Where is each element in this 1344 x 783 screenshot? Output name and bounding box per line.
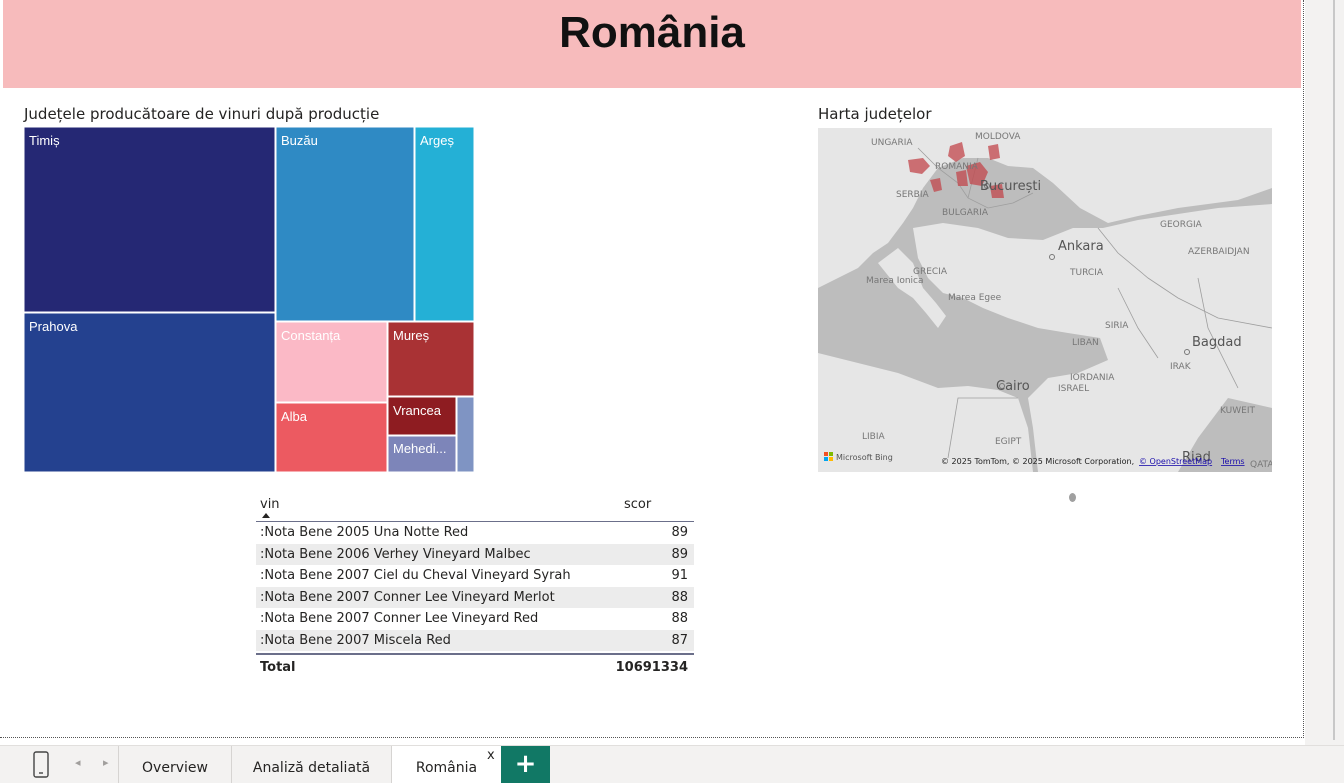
cell-scor: 91 [671, 568, 688, 583]
map-pagination-dot[interactable] [1069, 493, 1076, 502]
cell-vin: :Nota Bene 2007 Conner Lee Vineyard Red [260, 611, 539, 626]
tab-romania[interactable]: România [391, 746, 501, 783]
page-header: România [3, 0, 1301, 88]
cell-scor: 88 [671, 611, 688, 626]
cell-vin: :Nota Bene 2007 Miscela Red [260, 632, 451, 648]
tile-label-mehedinti: Mehedi... [393, 441, 446, 456]
map-label-azerbaidjan: AZERBAIDJAN [1188, 247, 1250, 257]
treemap-chart[interactable]: Timiș Prahova Buzău Argeș Constanța Mure… [24, 127, 474, 472]
map-label-irak: IRAK [1170, 362, 1192, 372]
tile-prahova[interactable] [24, 312, 276, 472]
map-label-kuweit: KUWEIT [1220, 406, 1255, 416]
right-gutter [1305, 0, 1344, 745]
map-title: Harta județelor [818, 105, 932, 123]
total-value: 10691334 [615, 660, 688, 675]
table-row[interactable]: :Nota Bene 2007 Conner Lee Vineyard Red 8… [256, 608, 694, 630]
page-title: România [559, 8, 745, 57]
tile-vrancea[interactable] [387, 396, 457, 436]
cell-scor: 89 [671, 525, 688, 540]
osm-link[interactable]: © OpenStreetMap [1139, 457, 1212, 466]
tile-arges[interactable] [414, 127, 474, 322]
add-page-button[interactable]: + [501, 746, 550, 783]
map-copyright: © 2025 TomTom, © 2025 Microsoft Corporat… [941, 457, 1134, 466]
tile-constanta[interactable] [275, 321, 388, 403]
tile-buzau[interactable] [275, 127, 415, 322]
column-header-vin[interactable]: vin [260, 497, 280, 512]
map-label-cairo: Cairo [996, 379, 1030, 394]
tile-label-arges: Argeș [420, 133, 454, 148]
tile-label-buzau: Buzău [281, 133, 318, 148]
map-label-siria: SIRIA [1105, 321, 1129, 331]
tile-alba[interactable] [275, 402, 388, 472]
map-label-romania: ROMANIA [935, 162, 979, 172]
table-row[interactable]: :Nota Bene 2007 Conner Lee Vineyard Merl… [256, 586, 694, 608]
cell-vin: :Nota Bene 2007 Ciel du Cheval Vineyard … [260, 568, 571, 583]
cell-scor: 89 [671, 546, 688, 562]
map-label-bagdad: Bagdad [1192, 335, 1242, 350]
cell-scor: 88 [671, 589, 688, 605]
chevron-right-icon[interactable]: ▸ [103, 756, 109, 769]
map-label-iordania: IORDANIA [1070, 373, 1115, 383]
table-total-row: Total 10691334 [256, 653, 694, 679]
table-header: vin scor [256, 494, 694, 522]
tile-label-timis: Timiș [29, 133, 60, 148]
tile-mures[interactable] [387, 321, 474, 397]
map-visual[interactable]: UNGARIA MOLDOVA ROMANIA SERBIA BULGARIA … [818, 128, 1272, 472]
sort-ascending-icon[interactable] [262, 513, 270, 518]
mobile-layout-icon[interactable] [22, 750, 60, 780]
table-row[interactable]: :Nota Bene 2007 Ciel du Cheval Vineyard … [256, 565, 694, 587]
tab-overview[interactable]: Overview [118, 746, 231, 783]
map-label-serbia: SERBIA [896, 190, 929, 200]
table-body: :Nota Bene 2005 Una Notte Red 89:Nota Ben… [256, 522, 694, 651]
map-label-marea-egee: Marea Egee [948, 293, 1002, 303]
tile-timis[interactable] [24, 127, 276, 313]
map-label-riad: Riad [1182, 450, 1211, 465]
terms-link[interactable]: Terms [1220, 457, 1245, 466]
tile-label-constanta: Constanța [281, 328, 341, 343]
map-label-bucuresti: București [980, 179, 1041, 194]
tile-label-alba: Alba [281, 409, 308, 424]
cell-vin: :Nota Bene 2005 Una Notte Red [260, 525, 469, 540]
map-label-marea-ionica: Marea Ionica [866, 276, 924, 286]
map-label-israel: ISRAEL [1058, 384, 1089, 394]
map-label-bulgaria: BULGARIA [942, 208, 989, 218]
vertical-scrollbar[interactable] [1333, 0, 1335, 740]
chevron-left-icon[interactable]: ◂ [75, 756, 81, 769]
map-label-ungaria: UNGARIA [871, 138, 913, 148]
cell-scor: 87 [671, 632, 688, 648]
tile-label-mures: Mureș [393, 328, 430, 343]
cell-vin: :Nota Bene 2006 Verhey Vineyard Malbec [260, 546, 531, 562]
column-header-scor[interactable]: scor [624, 497, 652, 512]
table-row[interactable]: :Nota Bene 2006 Verhey Vineyard Malbec 89 [256, 543, 694, 565]
tile-other[interactable] [456, 396, 474, 472]
map-label-moldova: MOLDOVA [975, 132, 1021, 142]
map-label-egipt: EGIPT [995, 437, 1022, 447]
treemap-title: Județele producătoare de vinuri după pro… [24, 105, 380, 123]
table-row[interactable]: :Nota Bene 2007 Miscela Red 87 [256, 629, 694, 651]
table-row[interactable]: :Nota Bene 2005 Una Notte Red 89 [256, 522, 694, 544]
tab-analiza-detaliata[interactable]: Analiză detaliată [231, 746, 391, 783]
map-label-georgia: GEORGIA [1160, 220, 1203, 230]
map-label-turcia: TURCIA [1069, 268, 1104, 278]
map-label-qatar: QATA [1250, 460, 1272, 470]
map-label-libia: LIBIA [862, 432, 885, 442]
tile-label-vrancea: Vrancea [393, 403, 442, 418]
cell-vin: :Nota Bene 2007 Conner Lee Vineyard Merl… [260, 589, 555, 605]
page-tab-bar: ◂ ▸ Overview Analiză detaliată România x… [0, 745, 1344, 783]
map-svg: UNGARIA MOLDOVA ROMANIA SERBIA BULGARIA … [818, 128, 1272, 472]
tile-label-prahova: Prahova [29, 319, 78, 334]
map-label-grecia: GRECIA [913, 267, 948, 277]
microsoft-logo-icon [824, 452, 833, 461]
treemap-svg: Timiș Prahova Buzău Argeș Constanța Mure… [24, 127, 474, 472]
map-label-liban: LIBAN [1072, 338, 1099, 348]
tile-mehedinti[interactable] [387, 435, 457, 472]
total-label: Total [260, 660, 296, 675]
close-tab-icon[interactable]: x [487, 748, 495, 763]
wine-table: vin scor :Nota Bene 2005 Una Notte Red 89… [256, 494, 694, 679]
bing-logo-text: Microsoft Bing [836, 453, 893, 462]
map-label-ankara: Ankara [1058, 239, 1104, 254]
